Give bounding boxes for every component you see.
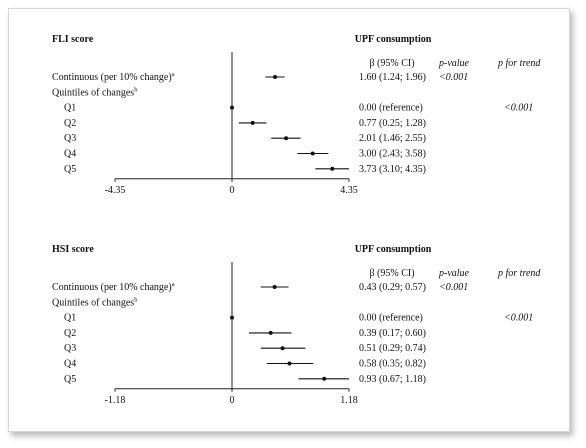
row-label: Q5: [64, 374, 76, 385]
row-label: Continuous (per 10% change)a: [52, 281, 175, 293]
row-label: Q2: [64, 328, 76, 339]
point-estimate: [250, 120, 255, 125]
estimate-text: 2.01 (1.46; 2.55): [359, 133, 426, 144]
point-estimate: [330, 166, 335, 171]
section-label: Quintiles of changesb: [52, 296, 137, 308]
point-estimate: [230, 315, 234, 320]
p-value: <0.001: [439, 282, 468, 293]
estimate-text: 0.00 (reference): [359, 103, 423, 114]
point-estimate: [322, 376, 327, 381]
point-estimate: [310, 151, 315, 156]
panel-title: UPF consumption: [355, 244, 432, 255]
figure-frame: [8, 8, 570, 432]
column-header-pvalue: p-value: [438, 268, 470, 279]
estimate-text: 0.77 (0.25; 1.28): [359, 118, 426, 129]
p-value: <0.001: [439, 72, 468, 83]
p-trend-value: <0.001: [504, 103, 533, 114]
row-label: Q4: [64, 359, 76, 370]
column-header-estimate: β (95% CI): [369, 58, 414, 69]
row-label: Q3: [64, 133, 76, 144]
point-estimate: [284, 136, 289, 141]
column-header-estimate: β (95% CI): [369, 268, 414, 279]
estimate-text: 3.00 (2.43; 3.58): [359, 149, 426, 160]
row-label: Q3: [64, 343, 76, 354]
panel-title: UPF consumption: [355, 34, 432, 45]
point-estimate: [280, 346, 285, 351]
section-label: Quintiles of changesb: [52, 86, 137, 98]
p-trend-value: <0.001: [504, 313, 533, 324]
point-estimate: [272, 285, 277, 289]
x-tick-label: -1.18: [105, 395, 126, 406]
column-header-pvalue: p-value: [438, 58, 470, 69]
estimate-text: 0.93 (0.67; 1.18): [359, 374, 426, 385]
row-label: Q1: [64, 103, 76, 114]
x-tick-label: -4.35: [105, 185, 126, 196]
point-estimate: [230, 105, 234, 110]
x-tick-label: 0: [230, 395, 235, 406]
x-tick-label: 4.35: [340, 185, 358, 196]
point-estimate: [273, 75, 278, 79]
estimate-text: 1.60 (1.24; 1.96): [359, 72, 426, 83]
row-label: Q5: [64, 164, 76, 175]
column-header-trend: p for trend: [497, 58, 541, 69]
estimate-text: 0.39 (0.17; 0.60): [359, 328, 426, 339]
row-label-superscript: a: [172, 71, 175, 78]
point-estimate: [268, 330, 273, 335]
section-label-superscript: b: [134, 296, 137, 303]
estimate-text: 0.58 (0.35; 0.82): [359, 359, 426, 370]
row-label: Continuous (per 10% change)a: [52, 71, 175, 83]
row-label-superscript: a: [172, 281, 175, 288]
panel-left-header: HSI score: [52, 244, 94, 255]
estimate-text: 0.00 (reference): [359, 313, 423, 324]
x-tick-label: 0: [230, 185, 235, 196]
estimate-text: 0.51 (0.29; 0.74): [359, 343, 426, 354]
row-label: Q1: [64, 313, 76, 324]
estimate-text: 0.43 (0.29; 0.57): [359, 282, 426, 293]
column-header-trend: p for trend: [497, 268, 541, 279]
x-tick-label: 1.18: [340, 395, 358, 406]
estimate-text: 3.73 (3.10; 4.35): [359, 164, 426, 175]
section-label-superscript: b: [134, 86, 137, 93]
row-label: Q2: [64, 118, 76, 129]
panel-left-header: FLI score: [52, 34, 94, 45]
row-label: Q4: [64, 149, 76, 160]
point-estimate: [287, 361, 292, 366]
